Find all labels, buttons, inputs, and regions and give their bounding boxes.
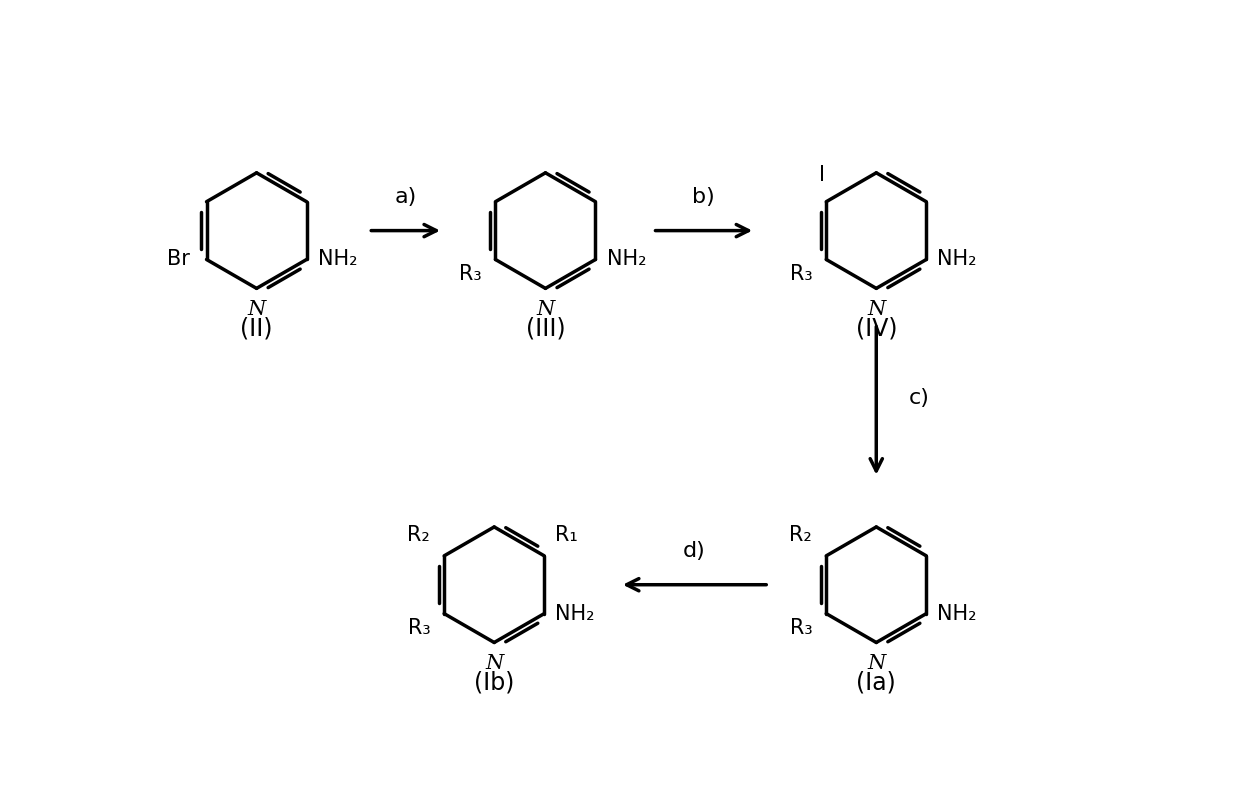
Text: b): b) xyxy=(692,187,715,207)
Text: NH₂: NH₂ xyxy=(937,604,977,624)
Text: R₃: R₃ xyxy=(459,264,481,285)
Text: NH₂: NH₂ xyxy=(317,250,357,269)
Text: N: N xyxy=(867,300,885,318)
Text: I: I xyxy=(818,165,825,185)
Text: (IV): (IV) xyxy=(856,317,897,340)
Text: a): a) xyxy=(394,187,417,207)
Text: N: N xyxy=(485,654,503,673)
Text: Br: Br xyxy=(167,250,190,269)
Text: R₂: R₂ xyxy=(407,525,430,545)
Text: R₂: R₂ xyxy=(790,525,812,545)
Text: (III): (III) xyxy=(526,317,565,340)
Text: N: N xyxy=(537,300,554,318)
Text: (Ia): (Ia) xyxy=(857,671,897,695)
Text: R₃: R₃ xyxy=(790,264,812,285)
Text: (Ib): (Ib) xyxy=(474,671,515,695)
Text: NH₂: NH₂ xyxy=(606,250,646,269)
Text: R₃: R₃ xyxy=(408,618,430,638)
Text: d): d) xyxy=(683,542,706,562)
Text: R₁: R₁ xyxy=(556,525,578,545)
Text: R₃: R₃ xyxy=(790,618,812,638)
Text: NH₂: NH₂ xyxy=(556,604,595,624)
Text: N: N xyxy=(248,300,265,318)
Text: NH₂: NH₂ xyxy=(937,250,977,269)
Text: N: N xyxy=(867,654,885,673)
Text: (II): (II) xyxy=(241,317,273,340)
Text: c): c) xyxy=(909,388,930,409)
